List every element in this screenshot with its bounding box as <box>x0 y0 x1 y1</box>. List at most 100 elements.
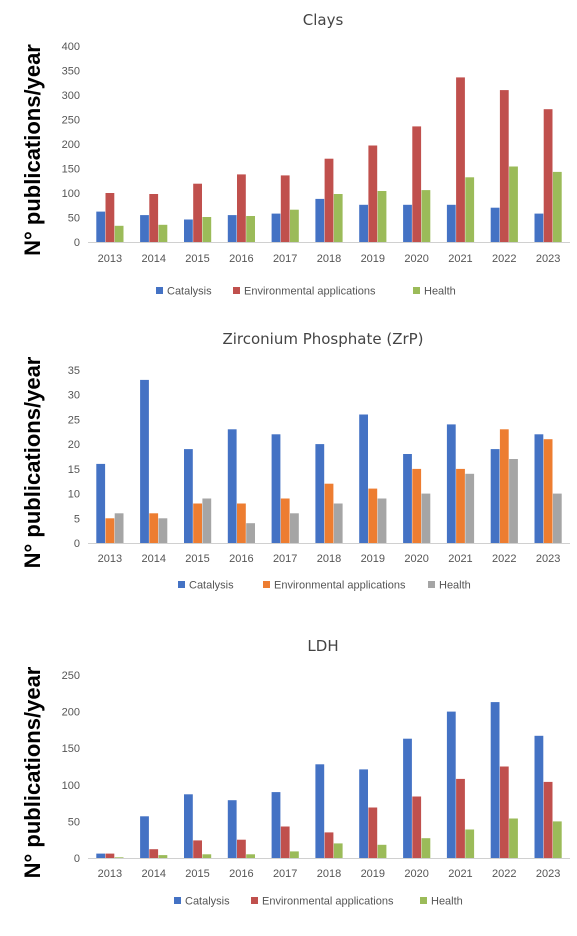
bar-environmental-applications-2016 <box>237 839 246 858</box>
bar-environmental-applications-2023 <box>543 781 553 858</box>
bar-health-2013 <box>114 857 124 858</box>
bar-environmental-applications-2023 <box>543 109 553 242</box>
bar-environmental-applications-2013 <box>105 193 115 242</box>
bar-catalysis-2023 <box>534 735 544 858</box>
bar-environmental-applications-2015 <box>193 503 202 543</box>
legend-label-health: Health <box>431 896 463 908</box>
bar-environmental-applications-2017 <box>280 498 290 543</box>
y-tick-label: 350 <box>62 66 80 78</box>
x-tick-label: 2015 <box>185 868 209 880</box>
bar-environmental-applications-2021 <box>456 77 465 243</box>
x-tick-label: 2016 <box>229 253 253 265</box>
chart-title: LDH <box>307 637 338 655</box>
y-tick-label: 25 <box>68 414 80 426</box>
bar-environmental-applications-2018 <box>324 483 334 543</box>
bar-health-2019 <box>377 844 387 858</box>
x-tick-label: 2018 <box>317 868 341 880</box>
legend-swatch-catalysis <box>174 897 181 904</box>
y-tick-label: 100 <box>62 780 80 792</box>
x-tick-label: 2020 <box>404 253 428 265</box>
bar-health-2013 <box>114 513 124 543</box>
x-tick-label: 2017 <box>273 253 297 265</box>
bar-catalysis-2020 <box>403 454 412 543</box>
bar-environmental-applications-2015 <box>193 840 202 858</box>
bar-catalysis-2018 <box>315 764 325 858</box>
bar-health-2015 <box>202 217 212 242</box>
bar-environmental-applications-2018 <box>324 832 334 858</box>
bar-catalysis-2015 <box>184 219 193 242</box>
bar-catalysis-2021 <box>446 204 456 242</box>
x-tick-label: 2016 <box>229 868 253 880</box>
bar-health-2016 <box>246 854 255 858</box>
bar-catalysis-2016 <box>227 800 237 858</box>
bar-health-2020 <box>421 838 431 858</box>
y-tick-label: 250 <box>62 670 80 682</box>
bar-catalysis-2022 <box>490 207 500 242</box>
bar-catalysis-2016 <box>227 215 237 242</box>
bar-catalysis-2021 <box>446 424 456 543</box>
legend-swatch-environmental-applications <box>233 287 240 294</box>
bar-catalysis-2015 <box>184 794 193 858</box>
bar-environmental-applications-2022 <box>499 429 509 543</box>
bar-catalysis-2014 <box>140 379 149 543</box>
bar-health-2022 <box>509 818 518 858</box>
bar-health-2021 <box>465 829 475 858</box>
x-tick-label: 2022 <box>492 253 516 265</box>
bar-catalysis-2013 <box>96 853 106 858</box>
bar-catalysis-2019 <box>359 769 368 858</box>
x-tick-label: 2021 <box>448 253 472 265</box>
x-tick-label: 2019 <box>361 253 385 265</box>
bar-health-2019 <box>377 498 387 543</box>
y-tick-label: 50 <box>68 213 80 225</box>
y-tick-label: 200 <box>62 139 80 151</box>
bar-health-2017 <box>290 209 299 242</box>
x-tick-label: 2022 <box>492 553 516 565</box>
x-tick-label: 2015 <box>185 253 209 265</box>
bar-catalysis-2018 <box>315 444 325 543</box>
bar-health-2023 <box>552 821 562 858</box>
x-tick-label: 2023 <box>536 253 560 265</box>
bar-health-2020 <box>421 190 431 242</box>
legend-swatch-catalysis <box>156 287 163 294</box>
x-tick-label: 2013 <box>98 553 122 565</box>
bar-environmental-applications-2018 <box>324 158 334 242</box>
bar-health-2015 <box>202 498 212 543</box>
x-tick-label: 2013 <box>98 868 122 880</box>
bar-catalysis-2014 <box>140 816 149 858</box>
legend-label-health: Health <box>424 286 456 298</box>
bar-catalysis-2020 <box>403 738 412 858</box>
y-axis-label: N° publications/year <box>20 666 45 878</box>
bar-health-2014 <box>158 518 168 543</box>
y-tick-label: 300 <box>62 90 80 102</box>
legend-swatch-health <box>428 581 435 588</box>
legend-swatch-health <box>413 287 420 294</box>
x-tick-label: 2018 <box>317 553 341 565</box>
y-tick-label: 10 <box>68 489 80 501</box>
bar-catalysis-2013 <box>96 211 106 242</box>
y-tick-label: 20 <box>68 439 80 451</box>
bar-health-2022 <box>509 459 518 543</box>
bar-environmental-applications-2016 <box>237 503 246 543</box>
bar-environmental-applications-2019 <box>368 145 378 242</box>
bar-health-2021 <box>465 473 475 543</box>
y-tick-label: 0 <box>74 538 80 550</box>
legend-label-environmental-applications: Environmental applications <box>274 580 406 592</box>
y-tick-label: 150 <box>62 164 80 176</box>
bar-catalysis-2017 <box>271 213 281 242</box>
chart-title: Clays <box>303 11 344 29</box>
x-tick-label: 2021 <box>448 553 472 565</box>
x-tick-label: 2017 <box>273 553 297 565</box>
x-tick-label: 2022 <box>492 868 516 880</box>
x-tick-label: 2014 <box>141 868 165 880</box>
legend-swatch-environmental-applications <box>263 581 270 588</box>
y-axis-label: N° publications/year <box>20 44 45 256</box>
y-tick-label: 100 <box>62 188 80 200</box>
y-tick-label: 0 <box>74 237 80 249</box>
x-tick-label: 2013 <box>98 253 122 265</box>
x-tick-label: 2023 <box>536 553 560 565</box>
bar-catalysis-2018 <box>315 198 325 242</box>
bar-catalysis-2019 <box>359 414 368 543</box>
bar-environmental-applications-2014 <box>149 513 159 543</box>
bar-health-2016 <box>246 523 255 543</box>
legend-swatch-health <box>420 897 427 904</box>
